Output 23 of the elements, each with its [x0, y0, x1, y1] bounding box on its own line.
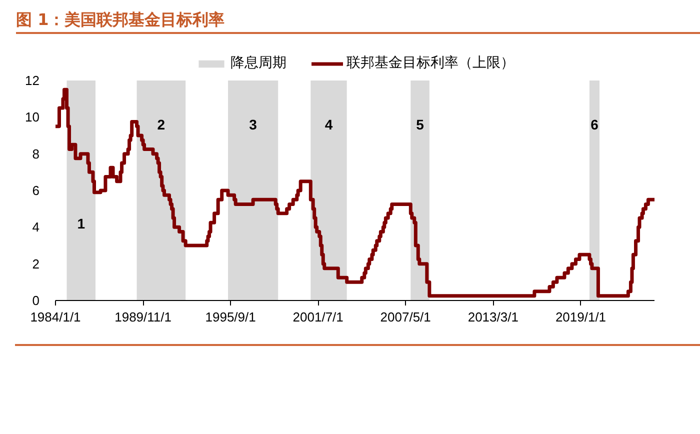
y-tick-label: 8 — [32, 146, 40, 162]
annotation: 6 — [590, 116, 599, 132]
annotation: 3 — [249, 116, 258, 132]
y-tick-label: 10 — [25, 110, 40, 125]
x-tick-label: 1984/1/1 — [30, 310, 81, 324]
x-tick-label: 2001/7/1 — [292, 310, 344, 324]
y-tick-label: 0 — [32, 293, 40, 308]
y-tick-label: 6 — [32, 183, 40, 198]
annotation: 4 — [324, 116, 333, 132]
annotation: 2 — [157, 116, 166, 132]
x-tick-label: 1995/9/1 — [205, 310, 256, 324]
x-tick-label: 1989/11/1 — [114, 310, 172, 324]
x-tick-label: 2007/5/1 — [380, 310, 431, 324]
y-tick-label: 4 — [32, 220, 40, 235]
annotation: 5 — [416, 116, 424, 132]
y-tick-label: 12 — [25, 73, 40, 88]
legend-label: 降息周期 — [230, 54, 286, 72]
x-tick-label: 2019/1/1 — [555, 310, 606, 324]
chart-title: 图 1：美国联邦基金目标利率 — [16, 9, 225, 31]
y-tick-label: 2 — [32, 256, 40, 272]
legend-label: 联邦基金目标利率（上限） — [346, 54, 514, 72]
annotation: 1 — [77, 216, 86, 232]
x-tick-label: 2013/3/1 — [468, 310, 518, 324]
